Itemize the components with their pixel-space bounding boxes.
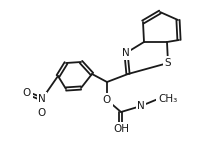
Text: OH: OH	[113, 124, 128, 134]
Text: CH₃: CH₃	[157, 94, 176, 104]
Text: N: N	[122, 48, 129, 58]
Text: O: O	[23, 88, 31, 98]
Text: OH: OH	[113, 124, 128, 134]
Text: O: O	[102, 95, 110, 105]
Text: S: S	[164, 58, 170, 68]
Text: N: N	[136, 101, 144, 111]
Text: S: S	[164, 58, 170, 68]
Text: CH₃: CH₃	[157, 94, 176, 104]
Text: N: N	[38, 94, 46, 104]
Text: O: O	[102, 95, 110, 105]
Text: O: O	[23, 88, 31, 98]
Text: O: O	[38, 108, 46, 118]
Text: N: N	[122, 48, 129, 58]
Text: O: O	[38, 108, 46, 118]
Text: N: N	[38, 94, 46, 104]
Text: N: N	[136, 101, 144, 111]
